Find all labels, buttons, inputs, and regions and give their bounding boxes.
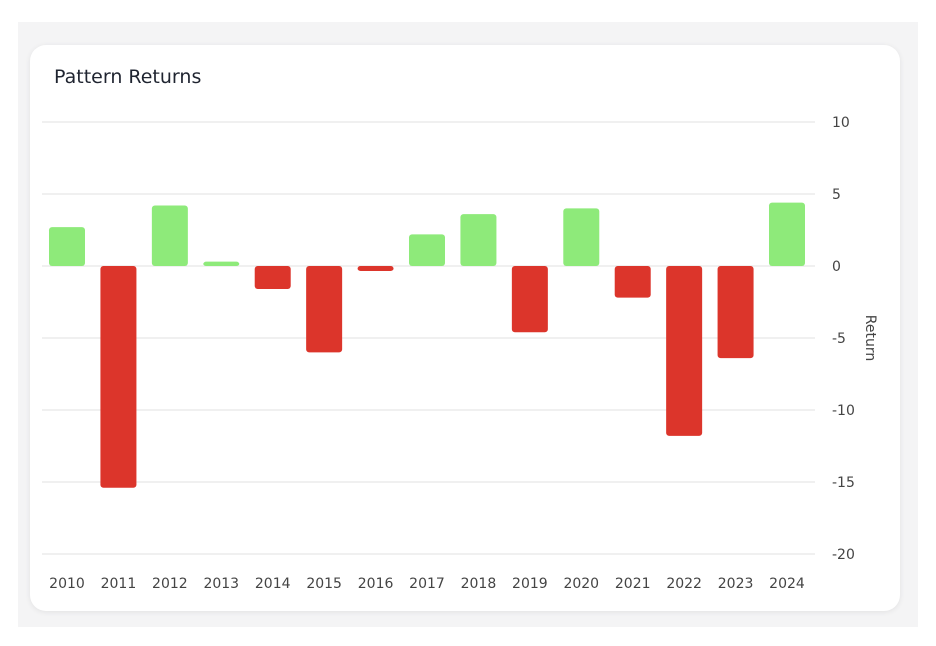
- y-tick-label: 5: [832, 187, 841, 203]
- bar-2015: [306, 266, 343, 353]
- x-tick-label: 2016: [358, 576, 394, 592]
- bar-2023: [717, 266, 754, 359]
- bar-2020: [563, 208, 600, 266]
- bar-2010: [49, 227, 85, 266]
- y-tick-label: -20: [832, 547, 855, 563]
- x-tick-label: 2010: [49, 576, 85, 592]
- y-tick-label: 0: [832, 259, 841, 275]
- bar-2016: [357, 266, 394, 272]
- x-tick-label: 2012: [152, 576, 188, 592]
- bar-2017: [409, 234, 445, 266]
- x-tick-label: 2022: [666, 576, 702, 592]
- bar-2021: [614, 266, 651, 298]
- bar-2014: [254, 266, 291, 290]
- bar-2012: [151, 205, 188, 266]
- bar-2024: [769, 202, 805, 266]
- bar-2018: [460, 214, 497, 266]
- x-tick-label: 2013: [203, 576, 239, 592]
- y-tick-label: -10: [832, 403, 855, 419]
- y-tick-label: 10: [832, 115, 850, 131]
- chart-title: Pattern Returns: [54, 66, 202, 88]
- x-tick-label: 2019: [512, 576, 548, 592]
- bar-2022: [666, 266, 703, 436]
- x-tick-label: 2021: [615, 576, 651, 592]
- chart-card: [30, 45, 900, 611]
- x-tick-label: 2011: [101, 576, 137, 592]
- x-tick-label: 2018: [461, 576, 497, 592]
- x-tick-label: 2015: [306, 576, 342, 592]
- x-tick-label: 2023: [718, 576, 754, 592]
- bar-2019: [511, 266, 548, 333]
- x-tick-label: 2024: [769, 576, 805, 592]
- x-tick-label: 2017: [409, 576, 445, 592]
- bar-2013: [203, 261, 240, 266]
- x-tick-label: 2020: [563, 576, 599, 592]
- y-tick-label: -5: [832, 331, 846, 347]
- x-tick-label: 2014: [255, 576, 291, 592]
- y-axis-label: Return: [862, 315, 878, 361]
- y-tick-label: -15: [832, 475, 855, 491]
- bar-2011: [100, 266, 137, 488]
